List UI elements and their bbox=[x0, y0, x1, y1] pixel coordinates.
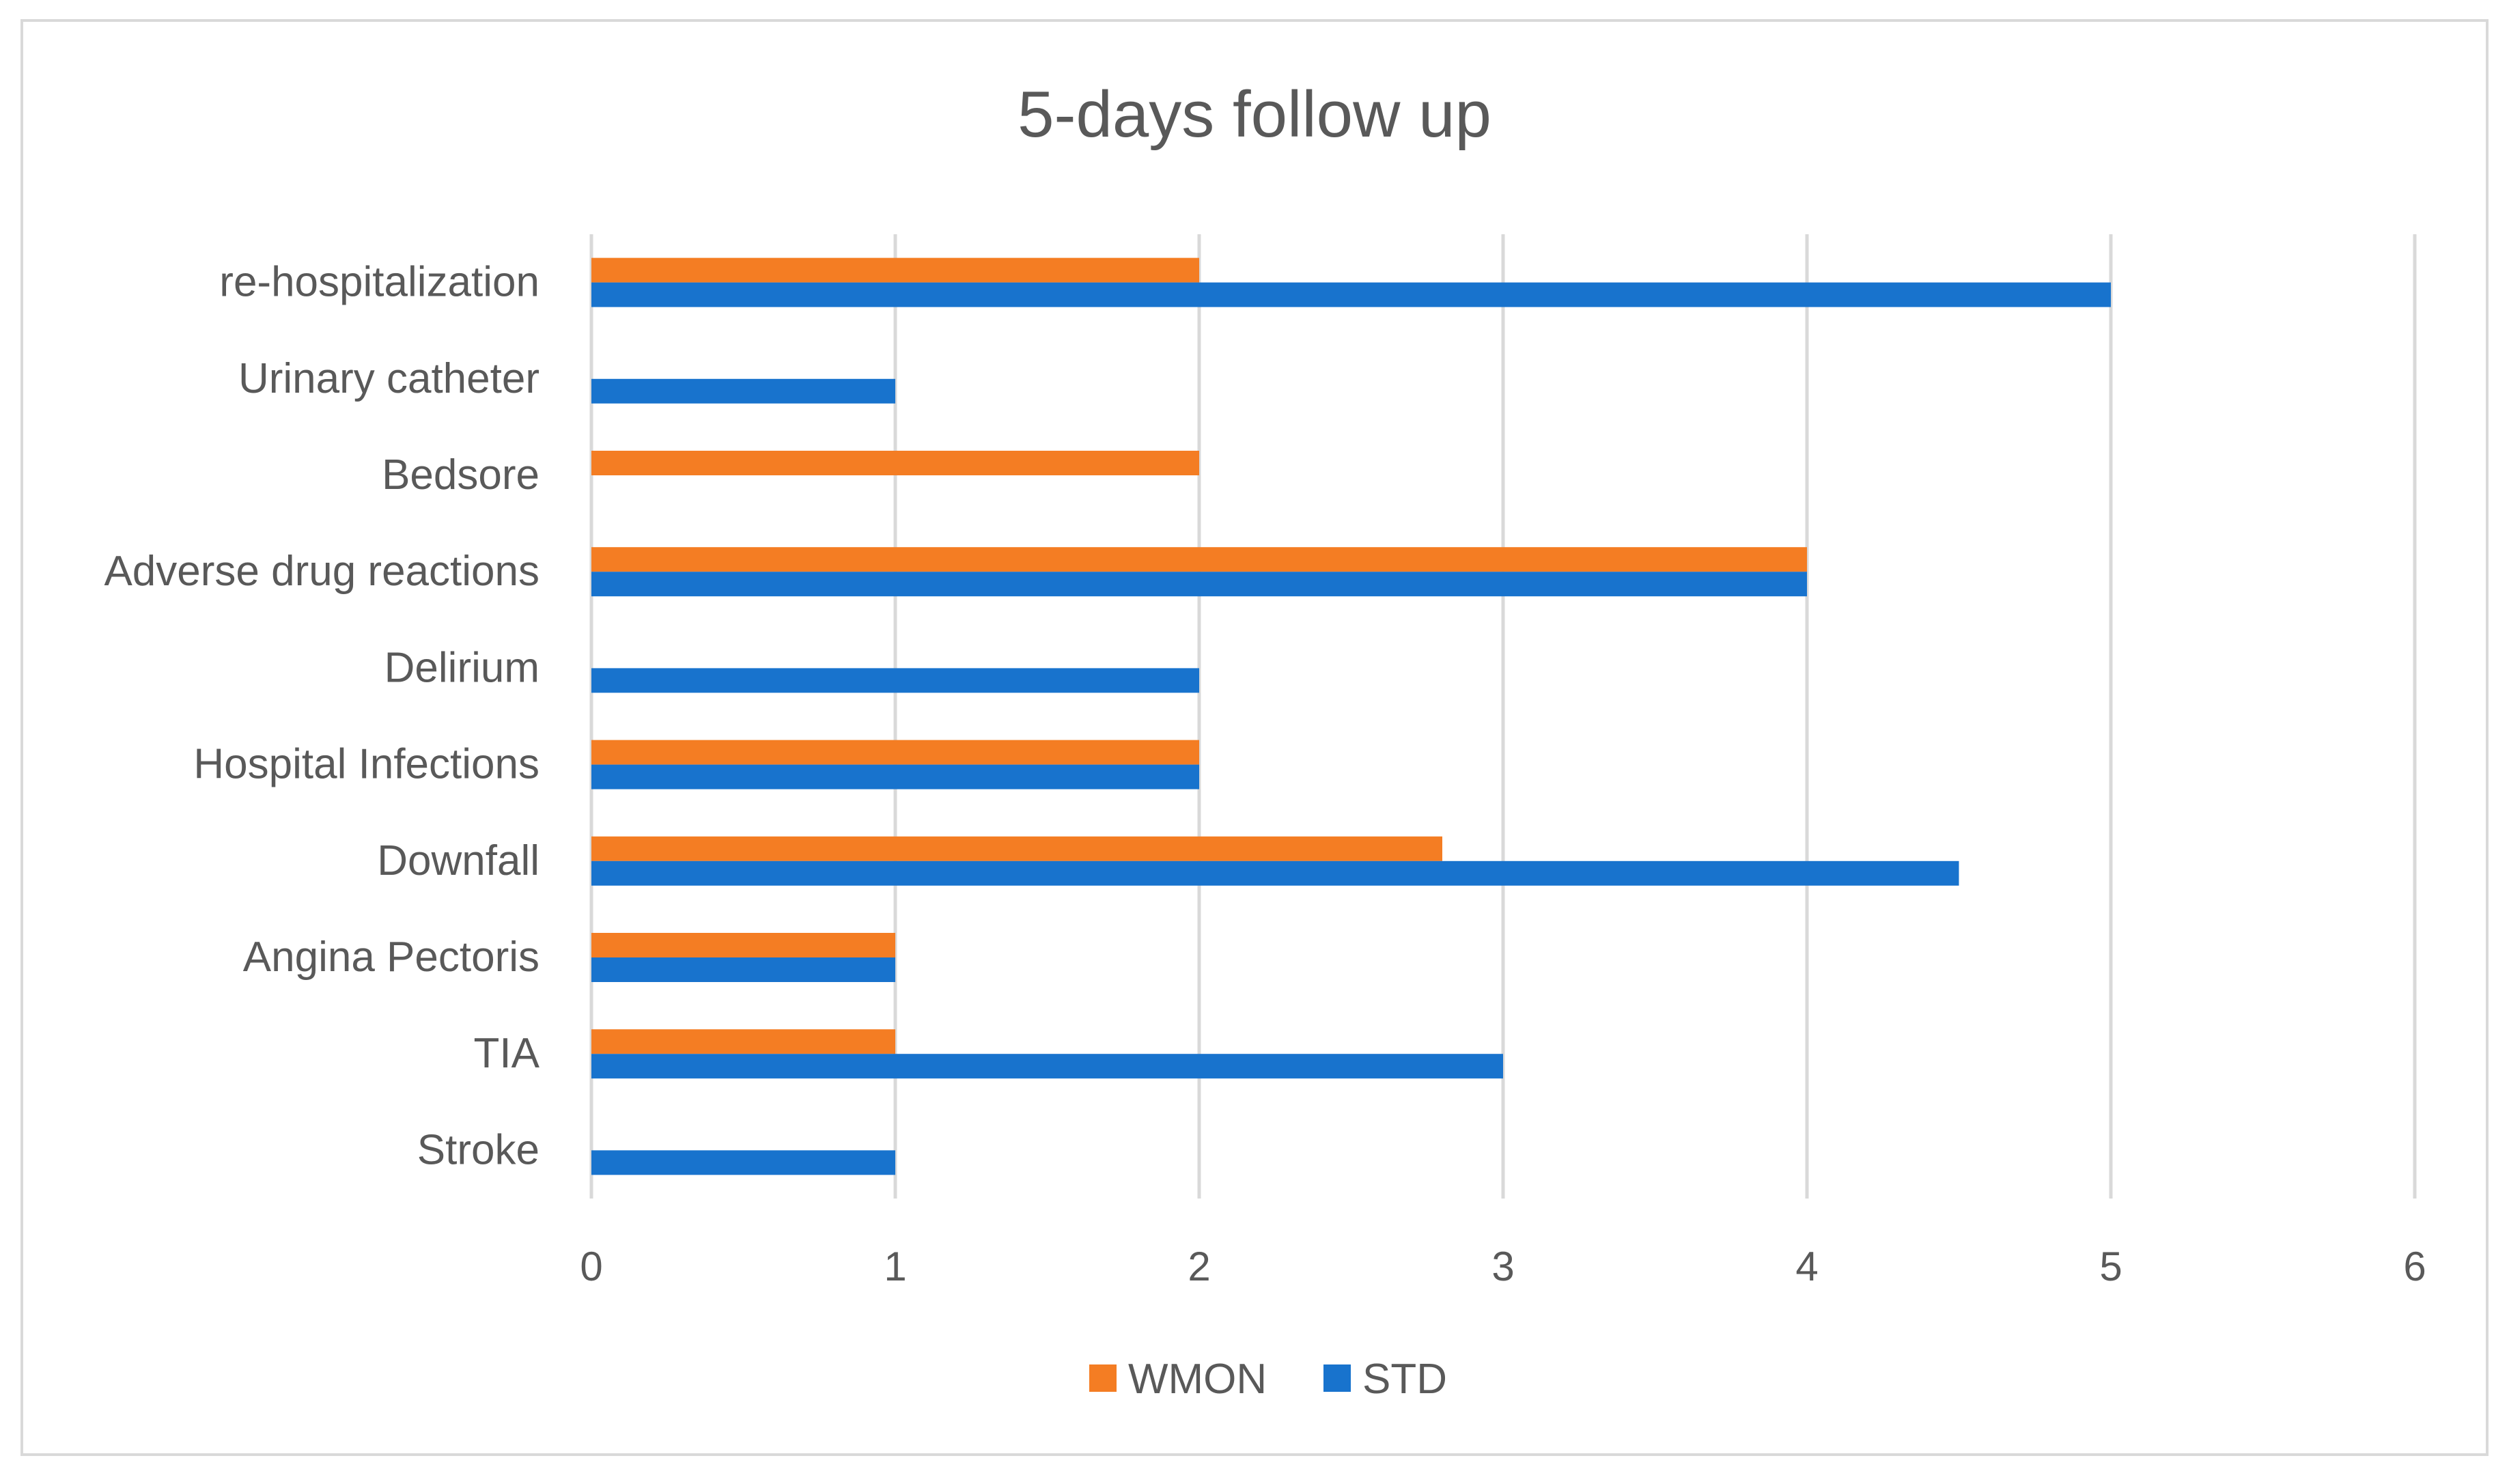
chart-title: 5-days follow up bbox=[1018, 78, 1491, 151]
x-tick-label: 4 bbox=[1795, 1244, 1818, 1289]
bar-std-angina-pectoris bbox=[591, 957, 895, 982]
category-label: Angina Pectoris bbox=[243, 934, 539, 981]
bar-wmon-angina-pectoris bbox=[591, 933, 895, 957]
x-tick-label: 0 bbox=[580, 1244, 602, 1289]
legend: WMON STD bbox=[1089, 1356, 1447, 1403]
bar-std-delirium bbox=[591, 668, 1199, 693]
bar-std-stroke bbox=[591, 1150, 895, 1175]
bar-std-downfall bbox=[591, 860, 1959, 886]
bar-wmon-tia bbox=[591, 1029, 895, 1054]
bar-wmon-re-hospitalization bbox=[591, 257, 1199, 283]
category-labels: Stroke TIA Angina Pectoris Downfall Hospital… bbox=[104, 259, 539, 1174]
category-label: Stroke bbox=[417, 1126, 539, 1173]
bar-std-tia bbox=[591, 1054, 1503, 1079]
category-label: Adverse drug reactions bbox=[104, 548, 539, 595]
x-tick-labels: 0 1 2 3 4 5 6 bbox=[580, 1244, 2426, 1289]
category-label: Delirium bbox=[384, 644, 539, 691]
x-tick-label: 2 bbox=[1188, 1244, 1210, 1289]
bar-std-re-hospitalization bbox=[591, 282, 2111, 307]
category-label: re-hospitalization bbox=[219, 259, 539, 306]
bar-std-hospital-infections bbox=[591, 764, 1199, 789]
category-label: Urinary catheter bbox=[238, 355, 539, 402]
category-label: Hospital Infections bbox=[193, 741, 539, 788]
bar-wmon-adverse-drug-reactions bbox=[591, 547, 1807, 572]
legend-label-std: STD bbox=[1362, 1356, 1447, 1403]
x-tick-label: 5 bbox=[2099, 1244, 2122, 1289]
bar-wmon-hospital-infections bbox=[591, 740, 1199, 765]
legend-swatch-wmon bbox=[1089, 1364, 1117, 1392]
bars bbox=[591, 257, 2111, 1175]
legend-swatch-std bbox=[1323, 1364, 1351, 1392]
category-label: Downfall bbox=[377, 837, 539, 884]
category-label: Bedsore bbox=[382, 451, 539, 499]
bar-std-urinary-catheter bbox=[591, 378, 895, 404]
category-label: TIA bbox=[474, 1030, 540, 1077]
x-tick-label: 6 bbox=[2403, 1244, 2426, 1289]
x-tick-label: 1 bbox=[884, 1244, 906, 1289]
legend-label-wmon: WMON bbox=[1128, 1356, 1267, 1403]
chart-frame bbox=[20, 19, 2489, 1456]
bar-wmon-downfall bbox=[591, 836, 1442, 861]
bar-wmon-bedsore bbox=[591, 451, 1199, 475]
bar-std-adverse-drug-reactions bbox=[591, 572, 1807, 597]
x-tick-label: 3 bbox=[1491, 1244, 1514, 1289]
